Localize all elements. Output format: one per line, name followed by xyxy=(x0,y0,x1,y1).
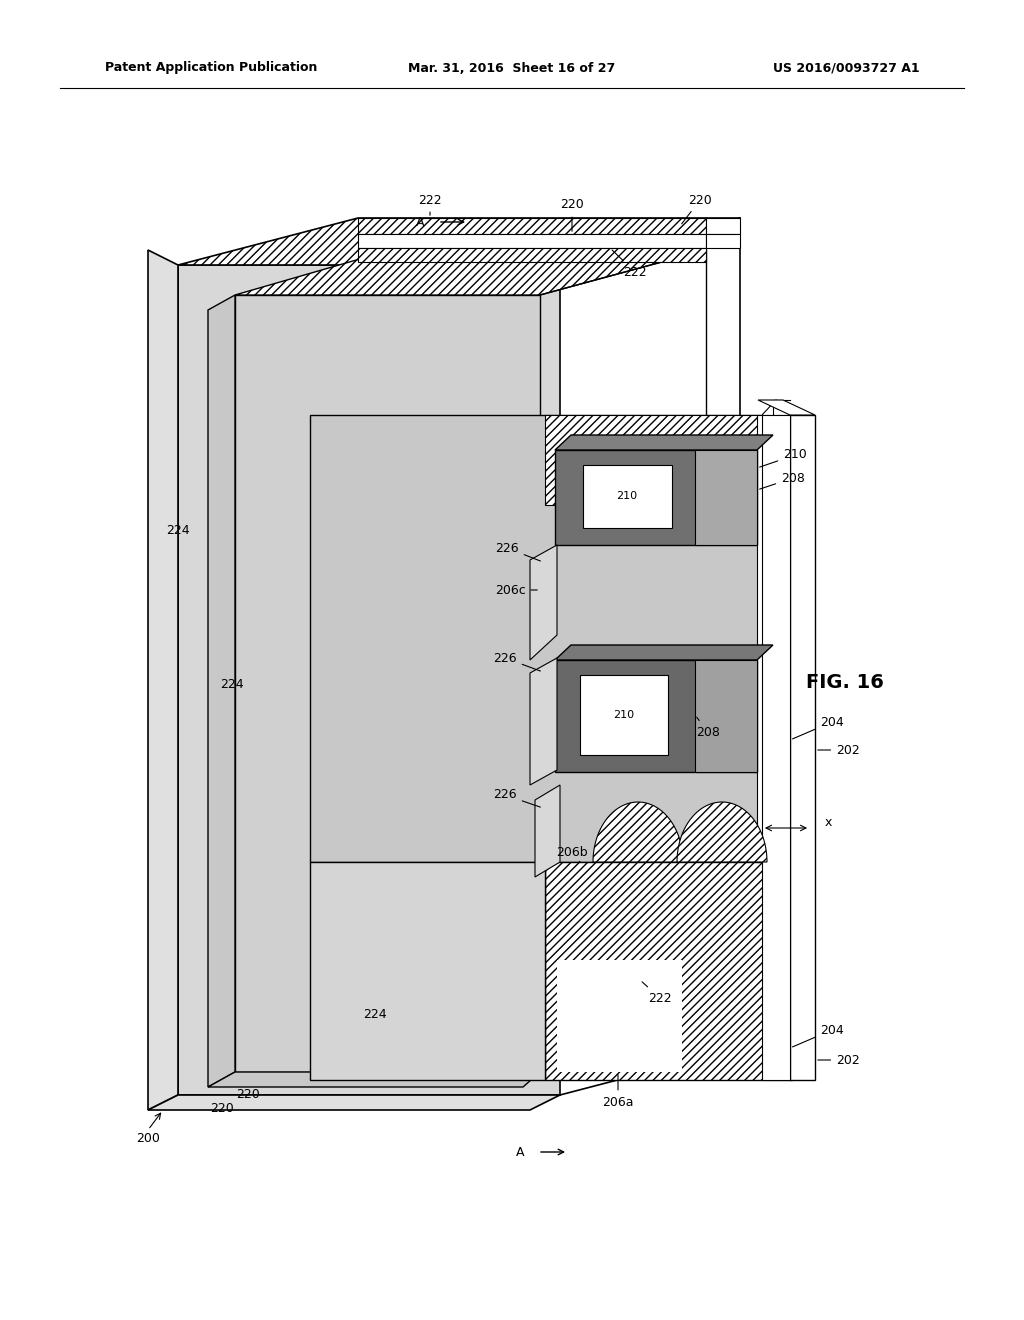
Polygon shape xyxy=(148,1096,560,1110)
Polygon shape xyxy=(706,218,740,234)
Polygon shape xyxy=(555,645,773,660)
Text: 224: 224 xyxy=(166,524,189,536)
Polygon shape xyxy=(358,234,706,248)
Polygon shape xyxy=(208,294,234,1086)
Polygon shape xyxy=(580,675,668,755)
Text: 224: 224 xyxy=(220,678,244,692)
Polygon shape xyxy=(310,862,545,1080)
Polygon shape xyxy=(695,450,757,545)
Polygon shape xyxy=(758,400,815,414)
Polygon shape xyxy=(555,660,757,772)
Polygon shape xyxy=(583,465,672,528)
Polygon shape xyxy=(602,450,702,506)
Text: Mar. 31, 2016  Sheet 16 of 27: Mar. 31, 2016 Sheet 16 of 27 xyxy=(409,62,615,74)
Text: A: A xyxy=(516,1146,524,1159)
Text: 206a: 206a xyxy=(602,1074,634,1109)
Text: FIG. 16: FIG. 16 xyxy=(806,672,884,692)
Text: 226: 226 xyxy=(494,788,541,807)
Polygon shape xyxy=(545,414,760,506)
Text: 206b: 206b xyxy=(556,846,588,862)
Polygon shape xyxy=(208,1072,540,1086)
Text: 204: 204 xyxy=(793,1023,844,1047)
Text: 210: 210 xyxy=(613,710,635,719)
Polygon shape xyxy=(535,785,560,876)
Text: 220: 220 xyxy=(560,198,584,231)
Polygon shape xyxy=(530,657,557,785)
Text: 208: 208 xyxy=(760,471,805,490)
Polygon shape xyxy=(310,414,760,862)
Text: A: A xyxy=(416,215,424,228)
Polygon shape xyxy=(555,436,773,450)
Text: x: x xyxy=(824,817,831,829)
Polygon shape xyxy=(757,414,790,862)
Polygon shape xyxy=(530,545,557,660)
Polygon shape xyxy=(545,862,792,1080)
Polygon shape xyxy=(178,265,560,1096)
Text: 204: 204 xyxy=(793,715,844,739)
Polygon shape xyxy=(178,218,740,265)
Polygon shape xyxy=(148,249,178,1110)
Text: 226: 226 xyxy=(496,541,541,561)
Text: 206c: 206c xyxy=(495,583,538,597)
Polygon shape xyxy=(358,248,706,261)
Text: 222: 222 xyxy=(612,249,647,279)
Text: 222: 222 xyxy=(642,982,672,1005)
Text: 220: 220 xyxy=(237,1089,260,1101)
Text: 210: 210 xyxy=(616,491,638,502)
Polygon shape xyxy=(234,249,706,294)
Polygon shape xyxy=(358,218,706,234)
Polygon shape xyxy=(557,960,682,1072)
Polygon shape xyxy=(677,803,767,862)
Text: 224: 224 xyxy=(364,1008,387,1022)
Text: 210: 210 xyxy=(760,449,807,467)
Polygon shape xyxy=(695,660,757,772)
Text: 220: 220 xyxy=(682,194,712,224)
Polygon shape xyxy=(706,234,740,248)
Polygon shape xyxy=(555,450,757,545)
Text: 200: 200 xyxy=(136,1131,160,1144)
Text: 220: 220 xyxy=(210,1101,233,1114)
Text: US 2016/0093727 A1: US 2016/0093727 A1 xyxy=(773,62,920,74)
Text: 202: 202 xyxy=(818,1053,860,1067)
Text: 226: 226 xyxy=(494,652,541,671)
Text: Patent Application Publication: Patent Application Publication xyxy=(105,62,317,74)
Polygon shape xyxy=(790,414,815,1080)
Text: 222: 222 xyxy=(418,194,441,215)
Polygon shape xyxy=(762,414,790,1080)
Text: 208: 208 xyxy=(696,717,720,738)
Polygon shape xyxy=(234,294,540,1072)
Text: 202: 202 xyxy=(818,743,860,756)
Polygon shape xyxy=(593,803,683,862)
